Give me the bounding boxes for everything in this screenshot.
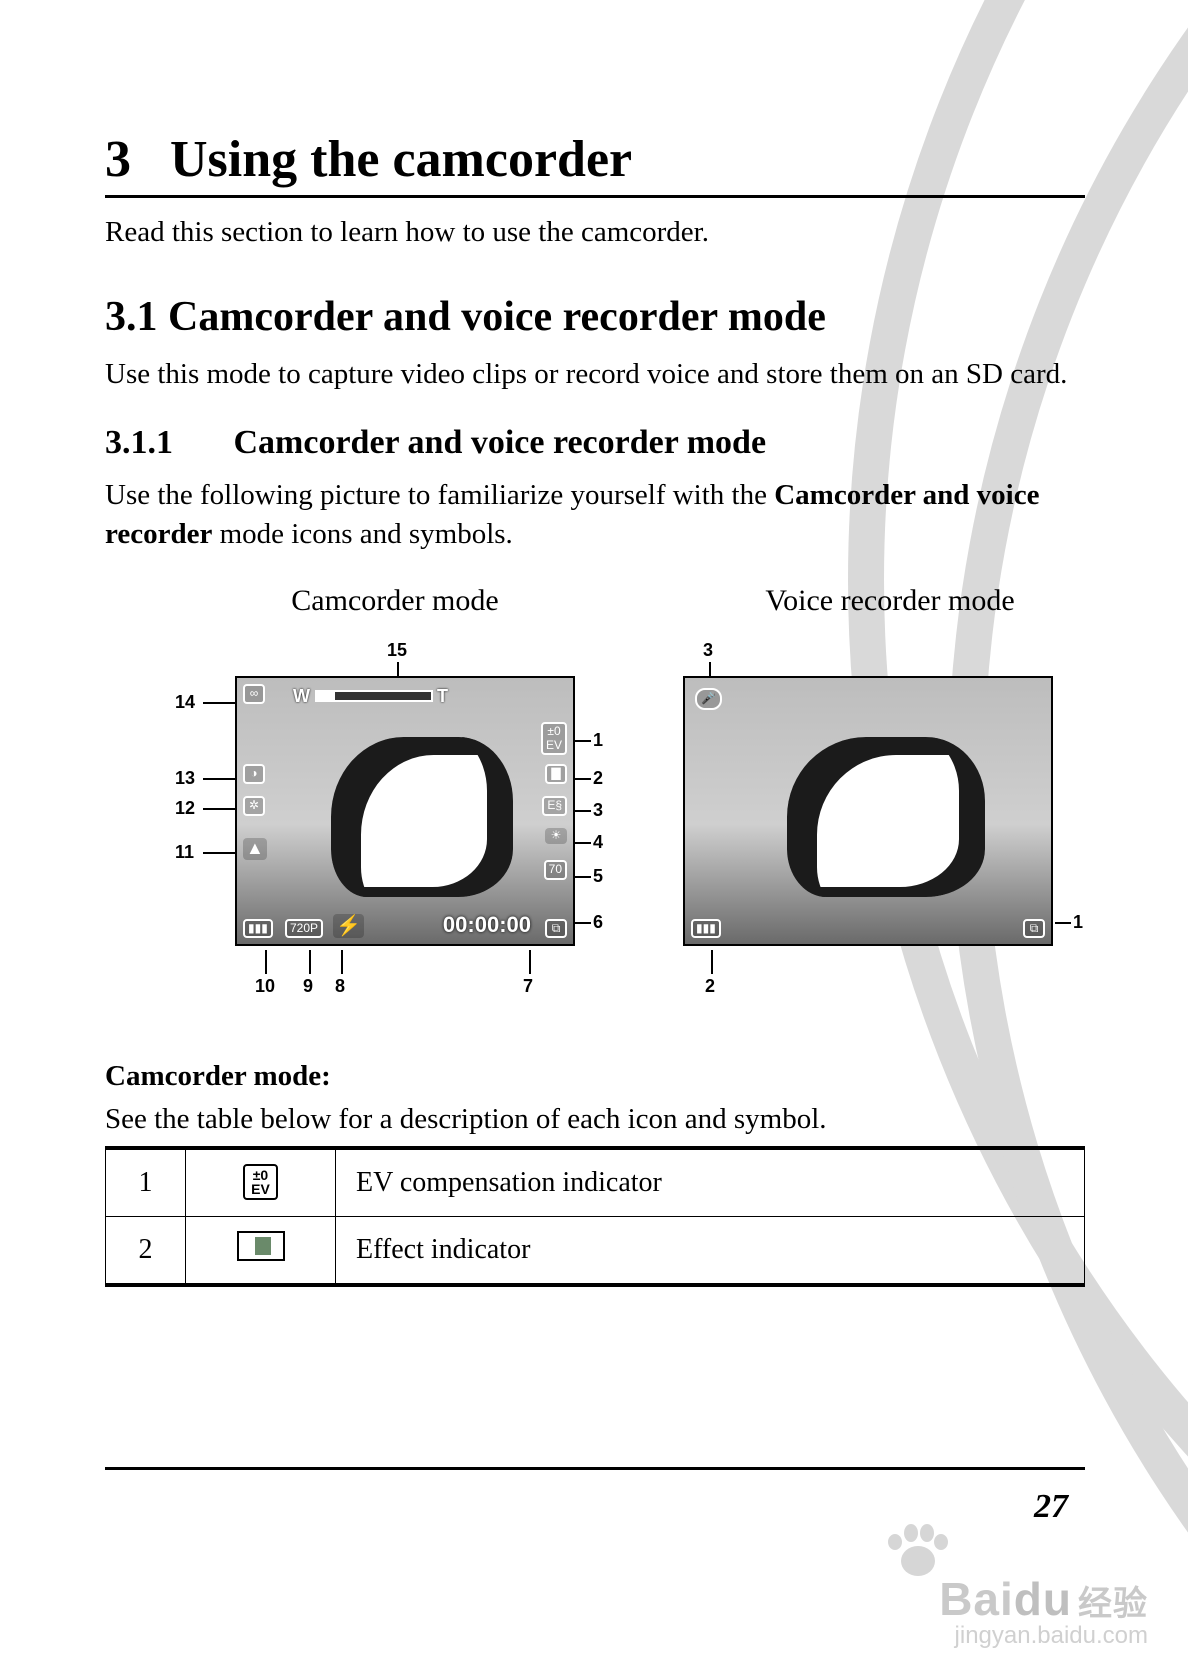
callout-line xyxy=(341,950,343,974)
callout: 12 xyxy=(175,798,195,819)
flash-icon: ⚡ xyxy=(333,914,364,938)
effect-icon xyxy=(237,1231,285,1261)
cell-icon xyxy=(186,1217,336,1286)
cell-number: 1 xyxy=(106,1148,186,1217)
figure-label: Camcorder mode xyxy=(291,584,498,618)
callout: 8 xyxy=(335,976,345,997)
wb-icon: ✲ xyxy=(243,796,265,815)
callout: 7 xyxy=(523,976,533,997)
stabilizer-icon: E§ xyxy=(542,796,567,815)
watermark: Baidu经验 jingyan.baidu.com xyxy=(939,1572,1148,1650)
logo-cn: 经验 xyxy=(1078,1585,1148,1623)
text-fragment: mode icons and symbols. xyxy=(212,518,512,550)
table-intro: See the table below for a description of… xyxy=(105,1103,1085,1136)
callout: 3 xyxy=(593,800,603,821)
table-row: 1 ±0 EV EV compensation indicator xyxy=(106,1148,1085,1217)
footer-rule xyxy=(105,1467,1085,1470)
cow-image xyxy=(685,678,1051,944)
zoom-w-icon: W xyxy=(293,686,310,707)
callout-line xyxy=(309,950,311,974)
manual-page: 3 Using the camcorder Read this section … xyxy=(0,0,1188,1676)
figure-camcorder: Camcorder mode 15 14 13 12 11 1 xyxy=(175,584,615,1000)
battery-icon: ▮▮▮ xyxy=(243,919,273,938)
callout: 10 xyxy=(255,976,275,997)
section-heading: 3.1 Camcorder and voice recorder mode xyxy=(105,293,1085,341)
ev-icon: ±0 EV xyxy=(243,1164,278,1200)
figure-canvas: 15 14 13 12 11 1 2 3 xyxy=(175,640,615,1000)
zoom-bar xyxy=(315,690,433,702)
section-title: Camcorder and voice recorder mode xyxy=(168,294,826,340)
section-text: Use this mode to capture video clips or … xyxy=(105,355,1085,394)
cow-image xyxy=(237,678,573,944)
callout-line xyxy=(575,740,591,742)
chapter-title: Using the camcorder xyxy=(170,131,632,188)
sd-card-icon: ⧉ xyxy=(1023,919,1045,938)
subsection-heading: 3.1.1 Camcorder and voice recorder mode xyxy=(105,424,1085,462)
callout: 1 xyxy=(1073,912,1083,933)
callout-line xyxy=(575,810,591,812)
callout: 5 xyxy=(593,866,603,887)
tripod-icon: ▲ xyxy=(243,838,267,860)
effect-icon: ▇ xyxy=(545,764,567,783)
section-number: 3.1 xyxy=(105,294,158,340)
callout-line xyxy=(575,842,591,844)
figure-voice: Voice recorder mode 3 1 2 🎤 ▮▮▮ ⧉ xyxy=(675,584,1105,1000)
callout: 1 xyxy=(593,730,603,751)
table-heading: Camcorder mode: xyxy=(105,1060,1085,1093)
callout: 13 xyxy=(175,768,195,789)
cell-desc: EV compensation indicator xyxy=(336,1148,1085,1217)
battery-icon: ▮▮▮ xyxy=(691,919,721,938)
watermark-logo: Baidu经验 xyxy=(939,1572,1148,1626)
callout-line xyxy=(529,950,531,974)
callout: 9 xyxy=(303,976,313,997)
infinity-icon: ∞ xyxy=(243,684,265,703)
figure-label: Voice recorder mode xyxy=(765,584,1014,618)
chapter-number: 3 xyxy=(105,131,131,188)
content: 3 Using the camcorder Read this section … xyxy=(105,130,1085,1287)
icon-table: 1 ±0 EV EV compensation indicator 2 Effe… xyxy=(105,1146,1085,1287)
timer: 00:00:00 xyxy=(443,912,531,938)
callout-line xyxy=(265,950,267,974)
sd-card-icon: ⧉ xyxy=(545,919,567,938)
figure-canvas: 3 1 2 🎤 ▮▮▮ ⧉ xyxy=(675,640,1105,1000)
brightness-icon: ☀ xyxy=(545,828,567,843)
ev-icon: ±0 EV xyxy=(541,722,567,754)
callout-line xyxy=(1055,922,1071,924)
page-number: 27 xyxy=(1034,1488,1068,1526)
figure-row: Camcorder mode 15 14 13 12 11 1 xyxy=(135,584,1085,1000)
logo-part: du xyxy=(1014,1573,1072,1625)
callout-line xyxy=(711,950,713,974)
voice-screen: 🎤 ▮▮▮ ⧉ xyxy=(683,676,1053,946)
callout: 15 xyxy=(387,640,407,661)
callout: 11 xyxy=(175,842,194,863)
chapter-heading: 3 Using the camcorder xyxy=(105,130,1085,198)
subsection-text: Use the following picture to familiarize… xyxy=(105,476,1085,554)
callout-line xyxy=(575,778,591,780)
resolution-icon: 720P xyxy=(285,919,323,938)
callout: 14 xyxy=(175,692,195,713)
chapter-intro: Read this section to learn how to use th… xyxy=(105,216,1085,249)
table-row: 2 Effect indicator xyxy=(106,1217,1085,1286)
callout-line xyxy=(575,876,591,878)
subsection-title: Camcorder and voice recorder mode xyxy=(234,424,767,461)
zoom-t-icon: T xyxy=(437,686,448,707)
subsection-number: 3.1.1 xyxy=(105,424,225,462)
callout: 2 xyxy=(593,768,603,789)
scene-icon: ◑ xyxy=(243,764,265,783)
callout-line xyxy=(575,922,591,924)
mic-icon: 🎤 xyxy=(695,688,722,709)
callout: 2 xyxy=(705,976,715,997)
watermark-url: jingyan.baidu.com xyxy=(939,1622,1148,1650)
cell-desc: Effect indicator xyxy=(336,1217,1085,1286)
text-fragment: Use the following picture to familiarize… xyxy=(105,479,774,511)
quality-icon: 70 xyxy=(544,860,567,879)
logo-part: Bai xyxy=(939,1573,1014,1625)
baidu-paw-icon xyxy=(888,1520,948,1580)
camcorder-screen: W T ∞ ◑ ✲ ▲ ±0 EV ▇ E§ ☀ 70 ⧉ xyxy=(235,676,575,946)
cell-icon: ±0 EV xyxy=(186,1148,336,1217)
callout: 3 xyxy=(703,640,713,661)
callout: 6 xyxy=(593,912,603,933)
callout: 4 xyxy=(593,832,603,853)
cell-number: 2 xyxy=(106,1217,186,1286)
